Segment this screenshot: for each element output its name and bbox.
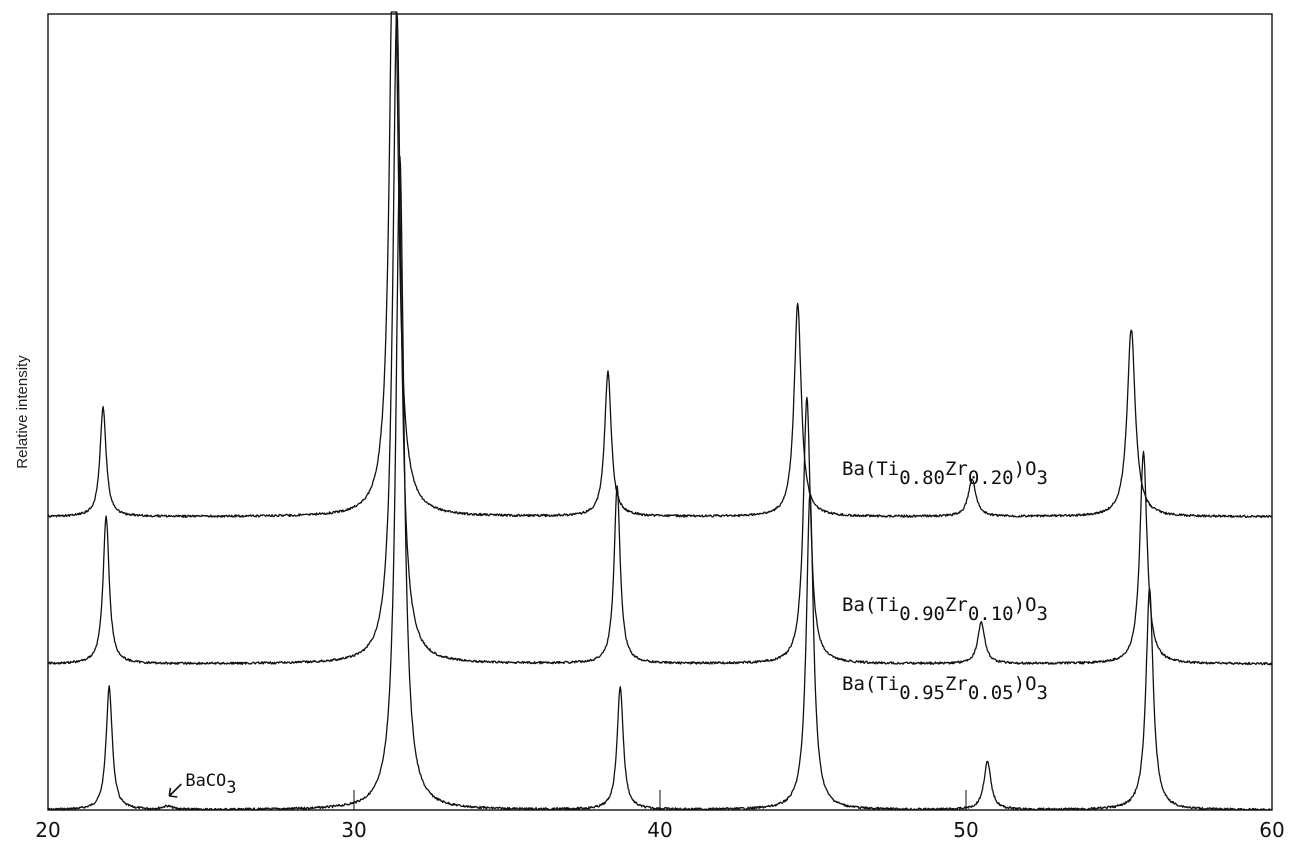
series-line — [47, 155, 1273, 811]
x-tick-label: 30 — [341, 818, 366, 842]
x-tick-label: 60 — [1259, 818, 1284, 842]
x-tick-label: 50 — [953, 818, 978, 842]
series-line — [47, 11, 1273, 519]
x-tick-label: 20 — [35, 818, 60, 842]
series-label: Ba(Ti0.90Zr0.10)O3 — [842, 594, 1048, 625]
traces — [47, 11, 1273, 811]
axes: 20 30 40 50 60 Relative intensity — [14, 13, 1285, 842]
plot-frame — [47, 13, 1273, 811]
annotation-label: BaCO3 — [185, 771, 236, 798]
annotation-arrow — [168, 783, 182, 798]
y-axis-label: Relative intensity — [14, 355, 31, 469]
x-tick-label: 40 — [647, 818, 672, 842]
series-label: Ba(Ti0.95Zr0.05)O3 — [842, 673, 1048, 704]
series-line — [47, 11, 1273, 666]
labels: Ba(Ti0.95Zr0.05)O3 Ba(Ti0.90Zr0.10)O3 Ba(T… — [168, 458, 1048, 798]
series-label: Ba(Ti0.80Zr0.20)O3 — [842, 458, 1048, 489]
